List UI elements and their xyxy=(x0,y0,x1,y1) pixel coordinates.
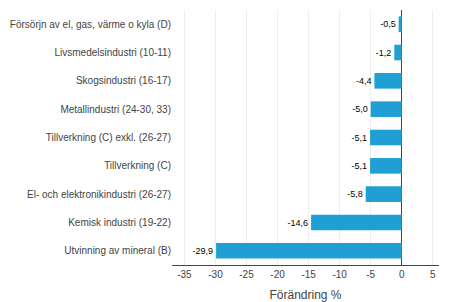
svg-text:-25: -25 xyxy=(239,269,254,280)
svg-text:-20: -20 xyxy=(270,269,285,280)
svg-text:Utvinning av mineral (B): Utvinning av mineral (B) xyxy=(64,245,171,256)
svg-text:0: 0 xyxy=(399,269,405,280)
svg-text:Tillverkning (C): Tillverkning (C) xyxy=(104,160,171,171)
svg-text:Livsmedelsindustri (10-11): Livsmedelsindustri (10-11) xyxy=(54,47,171,58)
svg-text:El- och elektronikindustri (26: El- och elektronikindustri (26-27) xyxy=(27,189,171,200)
svg-text:-35: -35 xyxy=(177,269,192,280)
svg-text:Förändring %: Förändring % xyxy=(269,288,341,302)
svg-text:5: 5 xyxy=(430,269,436,280)
svg-text:Skogsindustri (16-17): Skogsindustri (16-17) xyxy=(76,75,171,86)
svg-text:Tillverkning (C) exkl. (26-27): Tillverkning (C) exkl. (26-27) xyxy=(46,132,171,143)
svg-text:-30: -30 xyxy=(208,269,223,280)
svg-text:-29,9: -29,9 xyxy=(193,246,214,256)
svg-text:-4,4: -4,4 xyxy=(356,76,372,86)
svg-text:Kemisk industri (19-22): Kemisk industri (19-22) xyxy=(68,217,171,228)
svg-text:-10: -10 xyxy=(332,269,347,280)
svg-text:-5,1: -5,1 xyxy=(352,133,368,143)
svg-text:-0,5: -0,5 xyxy=(380,19,396,29)
svg-text:Försörjn av el, gas, värme o k: Försörjn av el, gas, värme o kyla (D) xyxy=(10,19,171,30)
svg-text:Metallindustri (24-30, 33): Metallindustri (24-30, 33) xyxy=(60,104,171,115)
svg-text:-1,2: -1,2 xyxy=(376,48,392,58)
svg-text:-5,8: -5,8 xyxy=(347,189,363,199)
svg-text:-5,1: -5,1 xyxy=(352,161,368,171)
svg-text:-14,6: -14,6 xyxy=(288,218,309,228)
svg-text:-5,0: -5,0 xyxy=(352,104,368,114)
svg-text:-5: -5 xyxy=(366,269,375,280)
svg-text:-15: -15 xyxy=(301,269,316,280)
